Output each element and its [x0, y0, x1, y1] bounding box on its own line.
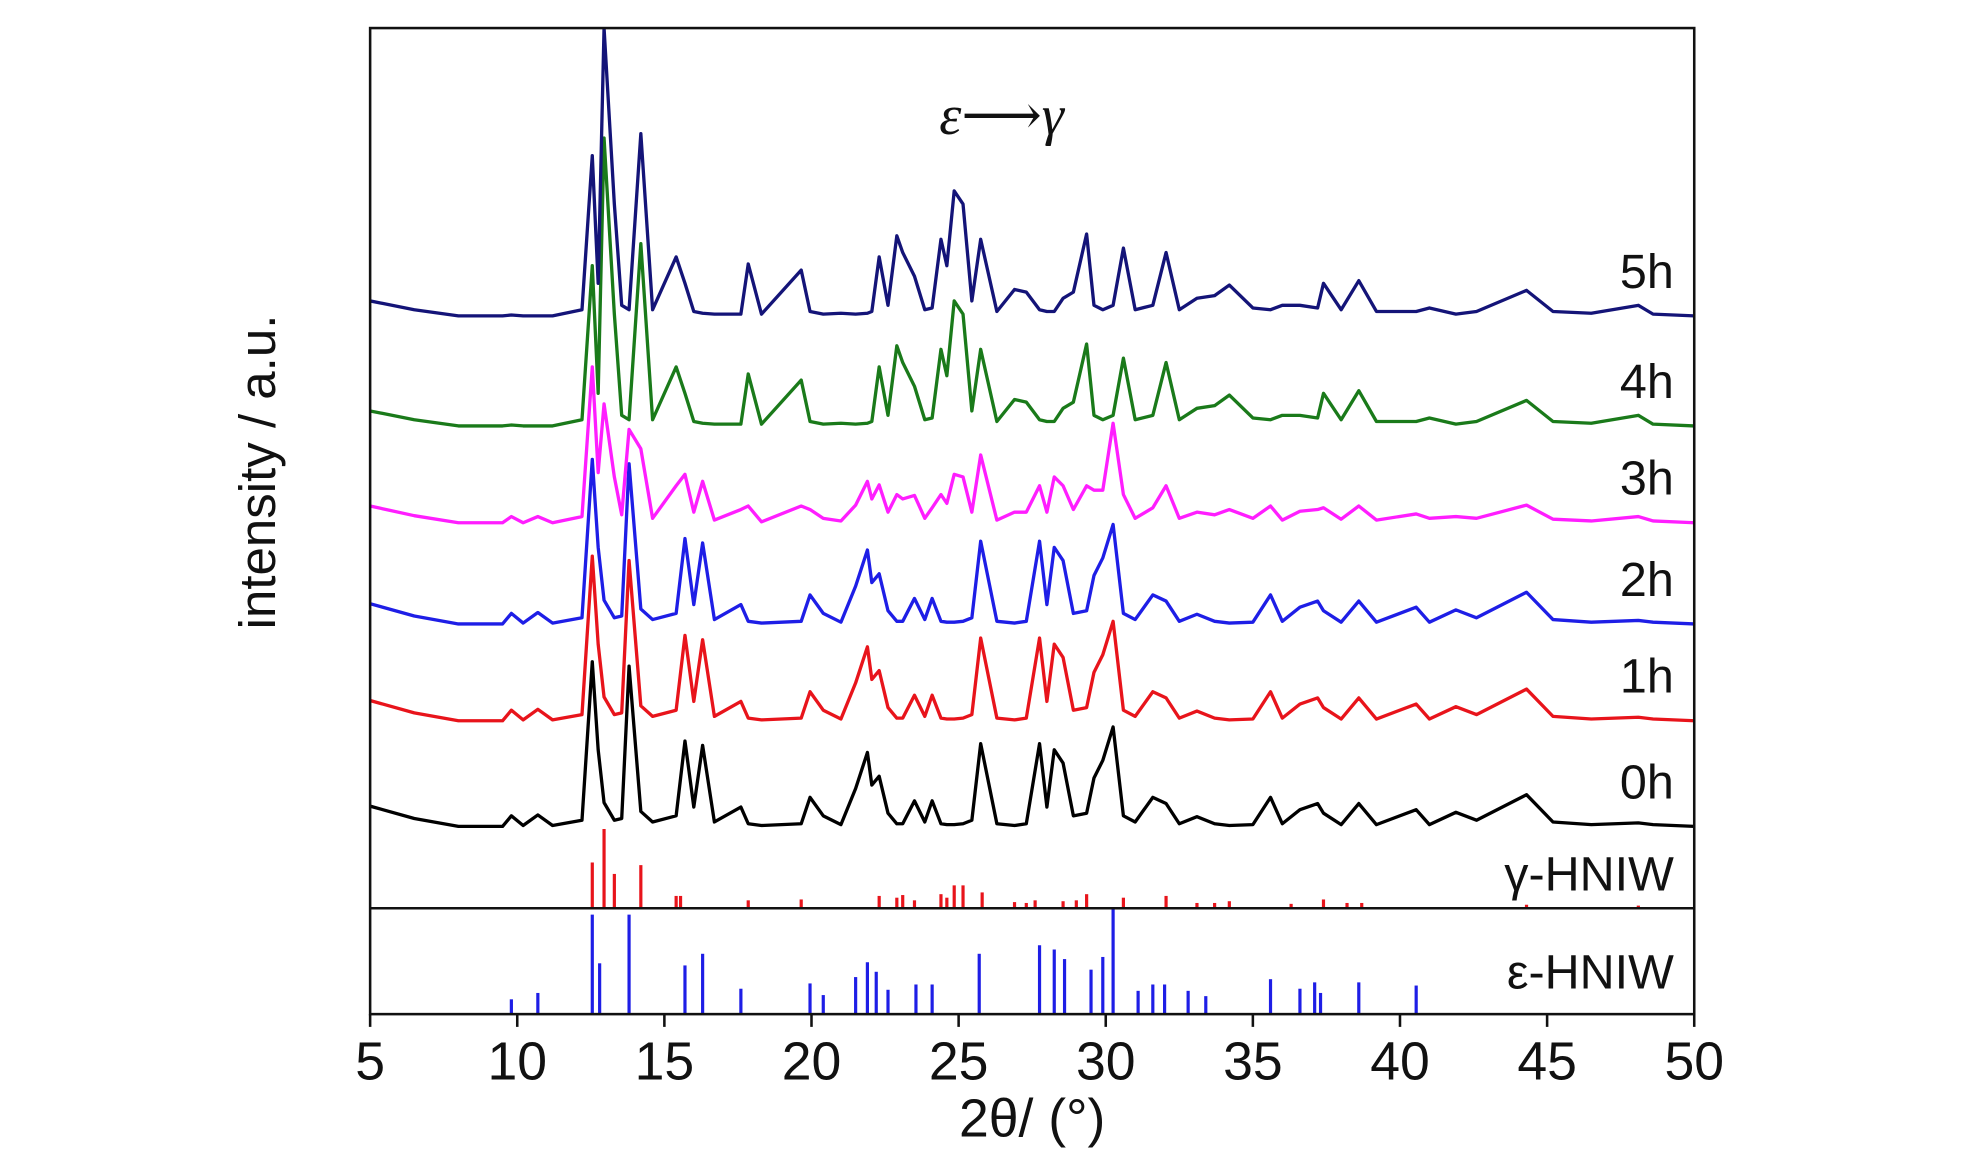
series-label: 5h	[1620, 245, 1674, 299]
series-label: 4h	[1620, 355, 1674, 409]
plot-layer: 0h 1h 2h 3h 4h 5h 5 10 15 20 25 30 35 40 45 50	[355, 28, 1724, 1091]
frame	[368, 26, 1696, 1016]
reference-label: ε-HNIW	[1507, 946, 1674, 1000]
annotation: ε⟶γ	[939, 85, 1066, 147]
x-tick-label: 5	[355, 1032, 385, 1091]
series-label: 3h	[1620, 452, 1674, 506]
pattern-line	[370, 365, 1695, 525]
x-tick-label: 25	[929, 1032, 989, 1091]
pattern-line	[370, 136, 1695, 428]
x-tick-label: 15	[635, 1032, 695, 1091]
pattern-line	[370, 660, 1695, 829]
x-tick-label: 45	[1517, 1032, 1577, 1091]
x-tick-label: 40	[1370, 1032, 1430, 1091]
x-tick-label: 50	[1664, 1032, 1724, 1091]
x-axis-label: 2θ/ (°)	[959, 1090, 1105, 1149]
x-tick-label: 30	[1076, 1032, 1136, 1091]
y-axis-label: intensity / a.u.	[229, 315, 286, 630]
x-tick-label: 20	[782, 1032, 842, 1091]
pattern-line	[370, 457, 1695, 626]
pattern-line	[370, 554, 1695, 723]
series-label: 2h	[1620, 553, 1674, 607]
series-label: 1h	[1620, 650, 1674, 704]
x-tick-label: 35	[1223, 1032, 1283, 1091]
series-label: 0h	[1620, 755, 1674, 809]
pattern-line	[370, 28, 1695, 318]
reference-label: γ-HNIW	[1504, 847, 1674, 901]
curves	[370, 28, 1695, 829]
x-tick-label: 10	[487, 1032, 547, 1091]
